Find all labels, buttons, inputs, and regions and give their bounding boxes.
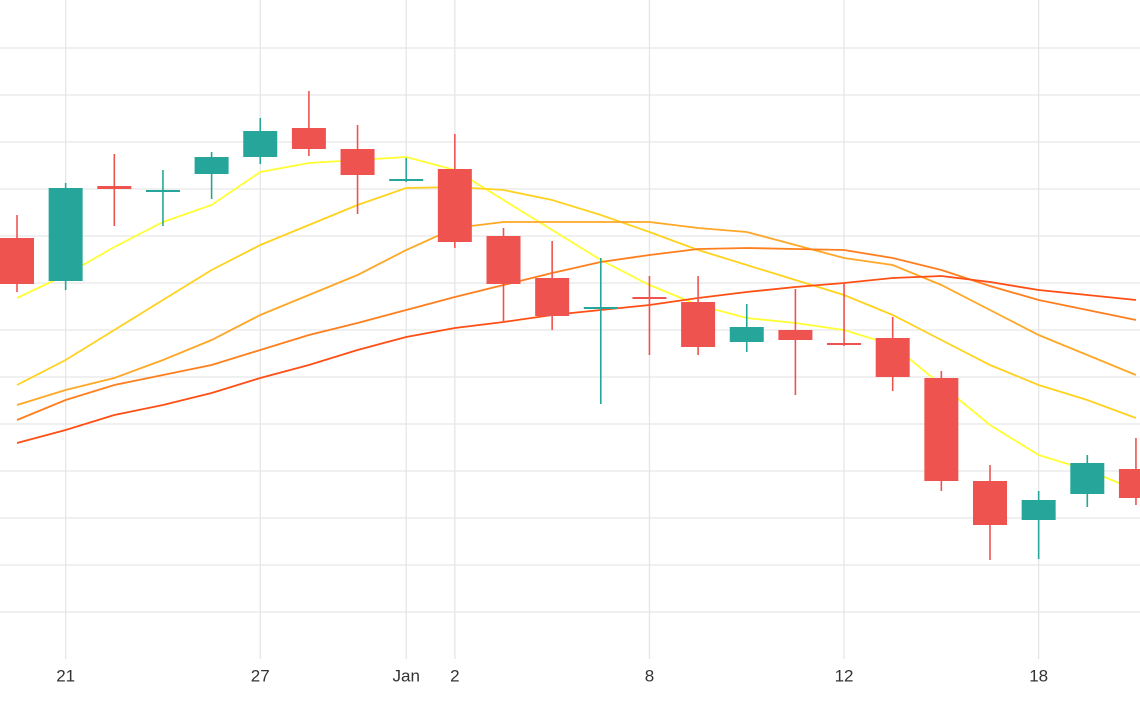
candle-body (1118, 469, 1140, 498)
candle-body (535, 278, 570, 316)
moving-averages (16, 156, 1137, 491)
candle-body (875, 338, 910, 377)
moving-average-line (16, 247, 1137, 421)
moving-average-line (16, 275, 1137, 444)
candle-body (827, 343, 862, 345)
candle-body (1021, 500, 1056, 520)
moving-average-line (16, 186, 1137, 419)
x-tick-label: 27 (251, 666, 270, 685)
candle-body (583, 307, 618, 309)
x-tick-label: 2 (450, 666, 459, 685)
candle-body (243, 131, 278, 157)
candle-body (48, 188, 83, 281)
x-tick-label: 8 (645, 666, 654, 685)
grid (0, 0, 1140, 659)
candle-body (291, 128, 326, 149)
candle-body (1070, 463, 1105, 494)
candle-body (924, 378, 959, 481)
x-tick-label: 18 (1029, 666, 1048, 685)
moving-average-line (16, 221, 1137, 406)
candle-body (486, 236, 521, 284)
candle-body (729, 327, 764, 342)
x-tick-label: Jan (392, 666, 419, 685)
x-tick-label: 12 (835, 666, 854, 685)
candle-body (389, 179, 424, 181)
candle-body (145, 190, 180, 192)
candle-body (437, 169, 472, 242)
candle-body (340, 149, 375, 175)
candle-body (97, 186, 132, 189)
candle-body (681, 302, 716, 347)
candle-body (0, 238, 34, 284)
candle-body (632, 297, 667, 299)
candle-body (194, 157, 229, 174)
candles (0, 91, 1140, 560)
candle-body (973, 481, 1007, 525)
x-tick-label: 21 (56, 666, 75, 685)
candle-body (778, 330, 813, 340)
